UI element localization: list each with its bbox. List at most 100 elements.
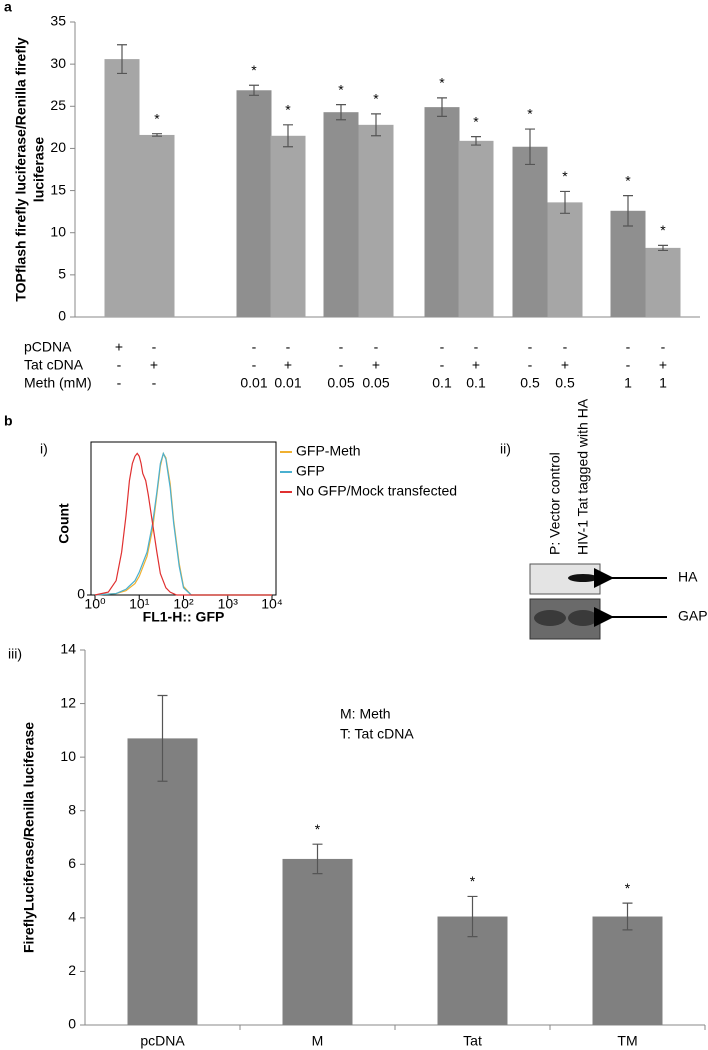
x-tick-label: TM bbox=[617, 1033, 637, 1049]
y-tick-label: 35 bbox=[50, 13, 66, 29]
row-cell: - bbox=[339, 357, 344, 373]
error-bar bbox=[622, 902, 633, 931]
bar bbox=[610, 210, 646, 317]
significance-marker: * bbox=[625, 172, 631, 188]
significance-marker: * bbox=[251, 62, 257, 78]
series-line bbox=[94, 451, 272, 596]
error-bar bbox=[249, 84, 259, 96]
bar bbox=[458, 140, 494, 317]
row-cell: - bbox=[528, 339, 533, 355]
row-cell: 1 bbox=[624, 375, 632, 391]
error-bar bbox=[525, 128, 535, 166]
row-cell: + bbox=[150, 357, 158, 373]
legend-label: No GFP/Mock transfected bbox=[296, 483, 457, 499]
y-axis-label: Count bbox=[56, 503, 72, 544]
significance-marker: * bbox=[338, 81, 344, 97]
blot-band bbox=[568, 574, 598, 582]
x-tick-label: 10⁰ bbox=[84, 596, 106, 612]
series-line bbox=[94, 451, 272, 596]
y-tick-label: 30 bbox=[50, 55, 66, 71]
y-tick-label: 8 bbox=[68, 801, 76, 817]
y-axis-label: luciferase bbox=[31, 137, 47, 203]
row-cell: 0.05 bbox=[362, 375, 389, 391]
row-cell: - bbox=[626, 339, 631, 355]
panel-label: i) bbox=[40, 441, 48, 457]
bar bbox=[127, 738, 198, 1025]
row-cell: 0.1 bbox=[466, 375, 486, 391]
band-label: GAPDH bbox=[678, 608, 708, 624]
row-cell: + bbox=[472, 357, 480, 373]
row-cell: - bbox=[152, 339, 157, 355]
bar bbox=[236, 90, 272, 318]
panel-label: ii) bbox=[500, 441, 511, 457]
significance-marker: * bbox=[473, 113, 479, 129]
legend-label: GFP-Meth bbox=[296, 443, 361, 459]
x-tick-label: 10⁴ bbox=[261, 596, 283, 612]
panel-label: iii) bbox=[8, 646, 22, 662]
row-cell: - bbox=[374, 339, 379, 355]
y-tick-label: 25 bbox=[50, 97, 66, 113]
y-tick-label: 2 bbox=[68, 962, 76, 978]
error-bar bbox=[157, 694, 168, 782]
row-cell: - bbox=[440, 339, 445, 355]
bar bbox=[139, 134, 175, 317]
row-cell: 1 bbox=[659, 375, 667, 391]
error-bar bbox=[117, 44, 127, 75]
row-cell: + bbox=[561, 357, 569, 373]
row-cell: - bbox=[563, 339, 568, 355]
row-cell: - bbox=[474, 339, 479, 355]
panel-label: a bbox=[4, 0, 12, 15]
row-cell: + bbox=[284, 357, 292, 373]
bar bbox=[424, 107, 460, 317]
panel-label: b bbox=[4, 413, 13, 429]
y-tick-label: 0 bbox=[68, 1016, 76, 1032]
row-cell: 0.01 bbox=[240, 375, 267, 391]
row-cell: - bbox=[252, 357, 257, 373]
bar bbox=[547, 202, 583, 317]
blot-band bbox=[534, 610, 566, 626]
y-axis-label: TOPflash firefly luciferase/Renilla fire… bbox=[13, 37, 29, 301]
significance-marker: * bbox=[470, 873, 476, 889]
error-bar bbox=[152, 133, 162, 137]
error-bar bbox=[658, 244, 668, 252]
row-cell: 0.01 bbox=[274, 375, 301, 391]
row-cell: - bbox=[286, 339, 291, 355]
bar bbox=[282, 858, 353, 1025]
error-bar bbox=[560, 190, 570, 214]
significance-marker: * bbox=[439, 75, 445, 91]
significance-marker: * bbox=[285, 102, 291, 118]
series-line bbox=[94, 452, 272, 596]
bar bbox=[323, 112, 359, 317]
legend-label: GFP bbox=[296, 463, 325, 479]
annotation: T: Tat cDNA bbox=[340, 726, 414, 742]
row-cell: - bbox=[117, 375, 122, 391]
row-cell: - bbox=[339, 339, 344, 355]
row-cell: - bbox=[117, 357, 122, 373]
y-tick-label: 5 bbox=[58, 266, 66, 282]
significance-marker: * bbox=[562, 168, 568, 184]
row-label: pCDNA bbox=[24, 339, 72, 355]
x-axis-label: FL1-H:: GFP bbox=[143, 609, 225, 625]
row-label: Meth (mM) bbox=[24, 375, 92, 391]
bar bbox=[592, 916, 663, 1025]
row-cell: 0.5 bbox=[555, 375, 575, 391]
y-tick-label: 14 bbox=[60, 641, 76, 657]
x-tick-label: 10³ bbox=[218, 596, 239, 612]
y-tick-label: 15 bbox=[50, 181, 66, 197]
significance-marker: * bbox=[315, 821, 321, 837]
significance-marker: * bbox=[660, 222, 666, 238]
bar bbox=[512, 146, 548, 317]
y-tick-label: 20 bbox=[50, 139, 66, 155]
bar bbox=[358, 124, 394, 317]
error-bar bbox=[437, 97, 447, 117]
bar bbox=[645, 247, 681, 317]
row-cell: - bbox=[440, 357, 445, 373]
row-cell: - bbox=[152, 375, 157, 391]
error-bar bbox=[283, 124, 293, 148]
row-cell: + bbox=[372, 357, 380, 373]
row-cell: + bbox=[115, 339, 123, 355]
band-label: HA bbox=[678, 569, 698, 585]
row-cell: - bbox=[528, 357, 533, 373]
row-cell: 0.05 bbox=[327, 375, 354, 391]
